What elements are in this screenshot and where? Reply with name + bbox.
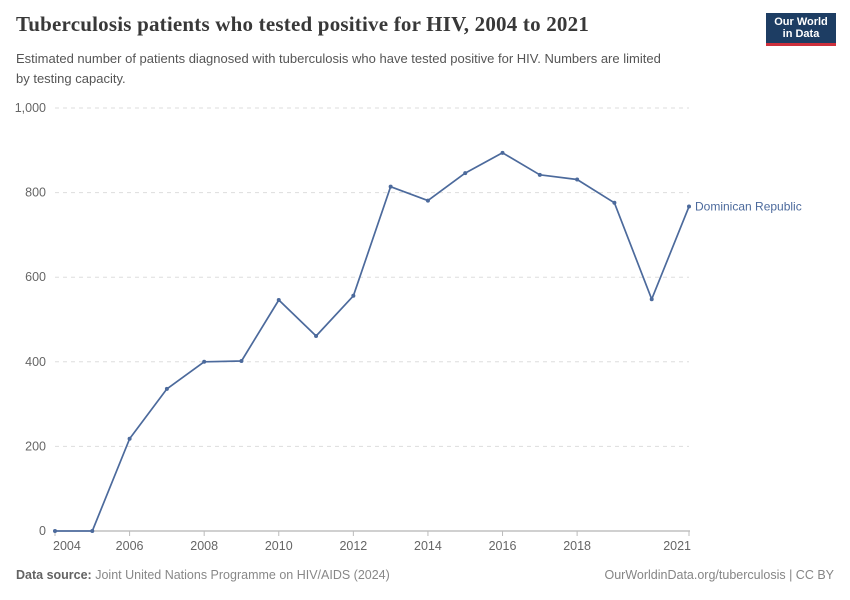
data-point-2012[interactable] bbox=[351, 293, 356, 298]
line-chart-canvas[interactable]: 0 200 400 600 800 1,000 2004 2006 2008 2010 2012 20… bbox=[0, 0, 850, 562]
y-axis-tick-label: 0 bbox=[39, 524, 46, 538]
x-axis-tick-label: 2014 bbox=[414, 539, 442, 553]
x-axis-tick-label: 2010 bbox=[265, 539, 293, 553]
y-axis-tick-label: 800 bbox=[25, 186, 46, 200]
data-point-2014[interactable] bbox=[425, 198, 430, 203]
data-point-2015[interactable] bbox=[463, 171, 468, 176]
chart-subtitle: Estimated number of patients diagnosed w… bbox=[16, 51, 661, 86]
data-point-2021[interactable] bbox=[687, 204, 691, 209]
data-point-2020[interactable] bbox=[649, 297, 654, 302]
owid-logo-line2: in Data bbox=[782, 28, 820, 40]
series-label[interactable]: Dominican Republic bbox=[695, 200, 802, 214]
data-point-2008[interactable] bbox=[202, 359, 207, 364]
data-point-2004[interactable] bbox=[53, 529, 57, 533]
data-point-2006[interactable] bbox=[127, 436, 132, 441]
y-axis-tick-label: 600 bbox=[25, 270, 46, 284]
data-point-2019[interactable] bbox=[612, 200, 617, 205]
data-point-2013[interactable] bbox=[388, 184, 393, 189]
license-note: OurWorldinData.org/tuberculosis | CC BY bbox=[604, 568, 835, 582]
owid-logo-line1: Our World bbox=[774, 15, 828, 28]
x-axis-tick-label: 2006 bbox=[116, 539, 144, 553]
y-axis-tick-label: 1,000 bbox=[15, 101, 46, 115]
data-line-dominican-republic[interactable] bbox=[54, 151, 690, 532]
data-source-note: Data source: Joint United Nations Progra… bbox=[16, 568, 390, 582]
data-point-2011[interactable] bbox=[314, 333, 319, 338]
data-point-2018[interactable] bbox=[575, 177, 580, 182]
owid-logo: Our World in Data bbox=[766, 13, 836, 46]
data-point-2007[interactable] bbox=[164, 386, 169, 391]
y-axis-tick-label: 200 bbox=[25, 439, 46, 453]
page-title: Tuberculosis patients who tested positiv… bbox=[16, 12, 590, 36]
data-point-2017[interactable] bbox=[537, 172, 542, 177]
data-point-2005[interactable] bbox=[90, 529, 95, 533]
data-point-2016[interactable] bbox=[500, 150, 505, 155]
x-axis-tick-label: 2012 bbox=[339, 539, 367, 553]
x-axis-tick-label: 2004 bbox=[53, 539, 81, 553]
data-source-text: Joint United Nations Programme on HIV/AI… bbox=[95, 568, 390, 582]
data-point-2010[interactable] bbox=[276, 298, 281, 303]
x-axis-tick-label: 2008 bbox=[190, 539, 218, 553]
data-point-2009[interactable] bbox=[239, 358, 244, 363]
x-axis-tick-label: 2021 bbox=[663, 539, 691, 553]
x-axis-tick-label: 2016 bbox=[489, 539, 517, 553]
data-source-label: Data source: bbox=[16, 568, 92, 582]
x-axis-tick-label: 2018 bbox=[563, 539, 591, 553]
y-axis-tick-label: 400 bbox=[25, 355, 46, 369]
